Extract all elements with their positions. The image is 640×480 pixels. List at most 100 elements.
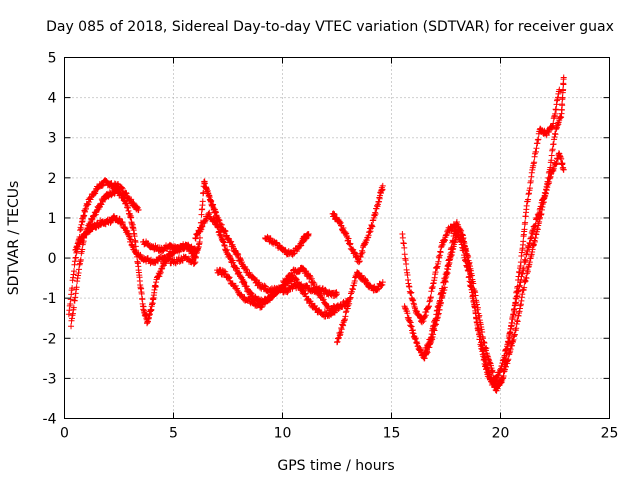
data-point <box>522 257 529 264</box>
axis-ticks: 0 5 10 15 20 25 -4 -3 -2 -1 0 1 2 3 4 5 <box>43 51 619 442</box>
data-point <box>222 228 229 235</box>
data-point <box>521 284 528 291</box>
data-point <box>500 374 507 381</box>
data-point <box>262 283 269 290</box>
data-point <box>245 295 252 302</box>
data-point <box>514 283 521 290</box>
data-points <box>65 74 567 394</box>
chart-title: Day 085 of 2018, Sidereal Day-to-day VTE… <box>46 19 614 35</box>
data-point <box>284 289 291 296</box>
data-point <box>521 226 528 233</box>
y-tick-label: -2 <box>43 331 57 347</box>
data-point <box>356 258 363 265</box>
data-point <box>379 182 386 189</box>
data-point <box>550 120 557 127</box>
data-point <box>320 296 327 303</box>
data-point <box>127 236 134 243</box>
data-point <box>403 261 410 268</box>
data-point <box>525 196 532 203</box>
data-point <box>560 166 567 173</box>
data-point <box>437 297 444 304</box>
x-axis-label: GPS time / hours <box>277 458 394 474</box>
data-point <box>261 282 268 289</box>
data-point <box>310 279 317 286</box>
data-point <box>225 275 232 282</box>
data-point <box>311 302 318 309</box>
y-tick-label: -1 <box>43 291 57 307</box>
data-point <box>293 276 300 283</box>
data-point <box>68 323 75 330</box>
data-point <box>531 159 538 166</box>
data-point <box>504 345 511 352</box>
y-tick-label: -3 <box>43 371 57 387</box>
y-tick-label: 5 <box>48 51 57 67</box>
data-point <box>324 302 331 309</box>
y-tick-label: -4 <box>43 412 57 428</box>
data-point <box>305 230 312 237</box>
data-point <box>98 201 105 208</box>
data-point <box>199 198 206 205</box>
data-point <box>347 240 354 247</box>
x-tick-label: 5 <box>169 426 178 442</box>
data-point <box>135 206 142 213</box>
data-point <box>467 273 474 280</box>
data-point <box>262 300 269 307</box>
data-point <box>191 260 198 267</box>
data-point <box>526 185 533 192</box>
data-point <box>276 242 283 249</box>
data-point <box>369 223 376 230</box>
data-point <box>74 245 81 252</box>
data-point <box>232 282 239 289</box>
data-point <box>552 131 559 138</box>
data-point <box>423 347 430 354</box>
data-point <box>399 234 406 241</box>
x-tick-label: 10 <box>274 426 292 442</box>
data-point <box>477 333 484 340</box>
data-point <box>408 289 415 296</box>
data-point <box>427 294 434 301</box>
data-point <box>315 287 322 294</box>
data-point <box>318 291 325 298</box>
data-point <box>248 296 255 303</box>
data-point <box>313 284 320 291</box>
x-tick-label: 20 <box>492 426 510 442</box>
data-point <box>520 238 527 245</box>
y-axis-label: SDTVAR / TECUs <box>6 181 22 296</box>
data-point <box>439 285 446 292</box>
y-tick-label: 1 <box>48 211 57 227</box>
y-tick-label: 0 <box>48 251 57 267</box>
data-point <box>425 341 432 348</box>
data-point <box>401 244 408 251</box>
data-point <box>311 280 318 287</box>
data-point <box>559 102 566 109</box>
data-point <box>437 249 444 256</box>
data-point <box>187 247 194 254</box>
data-point <box>151 260 158 267</box>
grid-lines <box>64 57 610 419</box>
data-point <box>81 212 88 219</box>
x-tick-label: 15 <box>383 426 401 442</box>
data-point <box>73 284 80 291</box>
data-point <box>535 136 542 143</box>
data-point <box>379 279 386 286</box>
data-point <box>334 291 340 298</box>
data-point <box>297 285 304 292</box>
data-point <box>294 246 301 253</box>
data-point <box>468 279 475 286</box>
x-tick-label: 0 <box>60 426 69 442</box>
data-point <box>517 259 524 266</box>
data-point <box>293 276 300 283</box>
data-point <box>448 244 455 251</box>
data-point <box>372 211 379 218</box>
data-point <box>359 249 366 256</box>
data-point <box>271 291 278 298</box>
data-point <box>522 219 529 226</box>
data-point <box>302 290 309 297</box>
data-point <box>154 258 161 265</box>
data-point <box>560 81 567 88</box>
y-tick-label: 2 <box>48 171 57 187</box>
data-point <box>512 295 519 302</box>
data-point <box>501 366 508 373</box>
data-point <box>267 235 274 242</box>
data-point <box>70 304 77 311</box>
